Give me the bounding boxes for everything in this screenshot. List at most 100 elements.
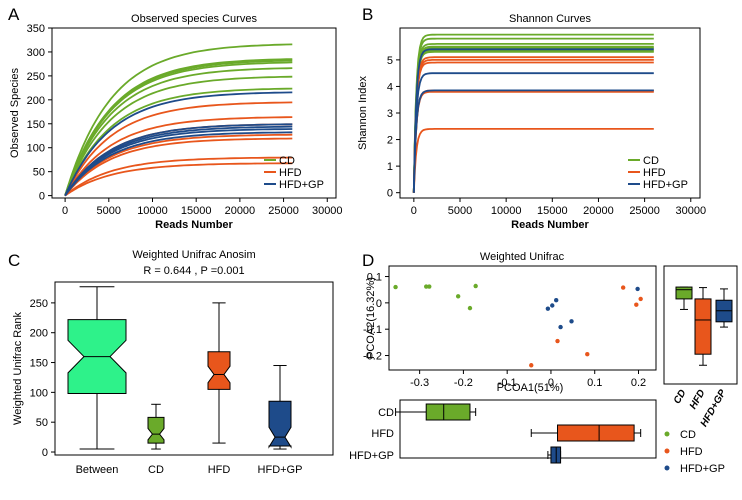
legend-label: HFD (680, 446, 703, 458)
curve-cd-line (64, 67, 293, 196)
legend-label: HFD+GP (279, 179, 324, 191)
point-hfd (638, 296, 643, 302)
point-hfd (529, 363, 534, 368)
curve-cd-line (64, 75, 293, 196)
x-tick-label: -0.2 (454, 377, 473, 389)
y-axis-label: PCOA2(16.32%) (365, 277, 377, 359)
legend-label: HFD+GP (643, 179, 688, 191)
chart-title: Weighted Unifrac (480, 251, 565, 263)
curve-cd-line (412, 37, 654, 193)
x-tick-label: 30000 (675, 205, 706, 217)
point-hfd-gp (635, 286, 640, 292)
point-cd (467, 305, 473, 311)
y-axis-label: Shannon Index (357, 75, 369, 150)
panel-letter-a: A (8, 5, 20, 24)
curve-hfd-gp-line (412, 72, 654, 193)
point-cd (424, 284, 429, 289)
plot-frame (388, 265, 657, 371)
y-tick-label: 5 (387, 55, 393, 67)
chart-title: Observed species Curves (131, 13, 257, 25)
plot-frame (51, 27, 337, 199)
y-tick-label: 0 (39, 191, 45, 203)
curve-cd-line (412, 51, 654, 193)
y-tick-label: 3 (387, 108, 393, 120)
x-category-label: CD (148, 464, 164, 476)
x-tick-label: 5000 (97, 205, 121, 217)
curve-hfd-gp-line (64, 131, 293, 197)
x-category-label: HFD (208, 464, 231, 476)
point-hfd (555, 338, 560, 344)
legend-dot (664, 431, 670, 437)
legend-label: CD (643, 155, 659, 167)
x-category-label: HFD+GP (258, 464, 303, 476)
point-hfd (585, 352, 590, 357)
x-tick-label: 25000 (268, 205, 299, 217)
x-axis-label: PCOA1(51%) (497, 382, 564, 394)
x-tick-label: 15000 (537, 205, 568, 217)
point-cd (393, 284, 398, 290)
curve-hfd-line (64, 116, 293, 197)
curve-hfd-line (64, 137, 293, 197)
marginal-box-cd (425, 403, 471, 421)
marginal-box-hfd (694, 298, 712, 355)
legend-label: CD (279, 155, 295, 167)
x-tick-label: 0 (62, 205, 68, 217)
curve-cd-line (412, 45, 654, 193)
x-tick-label: 10000 (137, 205, 168, 217)
point-hfd-gp (554, 298, 559, 303)
legend-label: CD (680, 429, 696, 441)
curve-hfd-line (412, 61, 654, 193)
point-hfd-gp (569, 319, 574, 324)
chart-title: Weighted Unifrac Anosim (132, 249, 255, 261)
x-tick-label: -0.3 (410, 377, 429, 389)
curve-hfd-gp-line (412, 89, 654, 193)
curve-hfd-line (412, 90, 654, 193)
legend-dot (664, 465, 670, 471)
y-tick-label: 50 (33, 167, 45, 179)
y-tick-label: 250 (30, 298, 48, 310)
chart-title: Shannon Curves (509, 13, 591, 25)
panel-letter-c: C (8, 251, 20, 270)
x-axis-label: Reads Number (511, 219, 589, 231)
panel-letter-d: D (362, 251, 374, 270)
box-cd (147, 416, 165, 444)
x-tick-label: 20000 (583, 205, 614, 217)
point-hfd (620, 285, 626, 290)
point-hfd-gp (550, 303, 555, 308)
marginal-box-cd (675, 286, 693, 300)
x-tick-label: 0 (411, 205, 417, 217)
plot-frame (54, 281, 334, 456)
y-tick-label: 2 (387, 135, 393, 147)
marginal-category-label: HFD (688, 388, 708, 411)
y-tick-label: 150 (30, 358, 48, 370)
curve-cd-line (412, 43, 654, 193)
curve-hfd-line (412, 59, 654, 193)
y-tick-label: 0 (42, 447, 48, 459)
y-tick-label: -0.1 (363, 324, 382, 336)
y-tick-label: 0 (376, 298, 382, 310)
y-tick-label: 4 (387, 81, 393, 93)
marginal-category-label: HFD+GP (349, 450, 394, 462)
x-tick-label: -0.1 (498, 377, 517, 389)
x-axis-label: Reads Number (155, 219, 233, 231)
box-hfd (207, 351, 231, 390)
y-tick-label: 50 (36, 417, 48, 429)
x-tick-label: 15000 (181, 205, 212, 217)
curve-cd-line (412, 49, 654, 193)
x-tick-label: 5000 (448, 205, 472, 217)
y-tick-label: 300 (27, 47, 45, 59)
point-cd (455, 294, 461, 299)
x-tick-label: 25000 (629, 205, 660, 217)
y-axis-label: Weighted Unifrac Rank (12, 312, 24, 425)
point-hfd (634, 302, 639, 307)
curve-hfd-line (412, 56, 654, 193)
x-tick-label: 20000 (225, 205, 256, 217)
curve-hfd-line (412, 89, 654, 193)
x-tick-label: 0.1 (587, 377, 602, 389)
marginal-frame-bottom (399, 399, 657, 459)
marginal-frame-right (663, 265, 738, 385)
curve-cd-line (412, 47, 654, 193)
y-tick-label: 150 (27, 119, 45, 131)
y-axis-label: Observed Species (9, 68, 21, 158)
